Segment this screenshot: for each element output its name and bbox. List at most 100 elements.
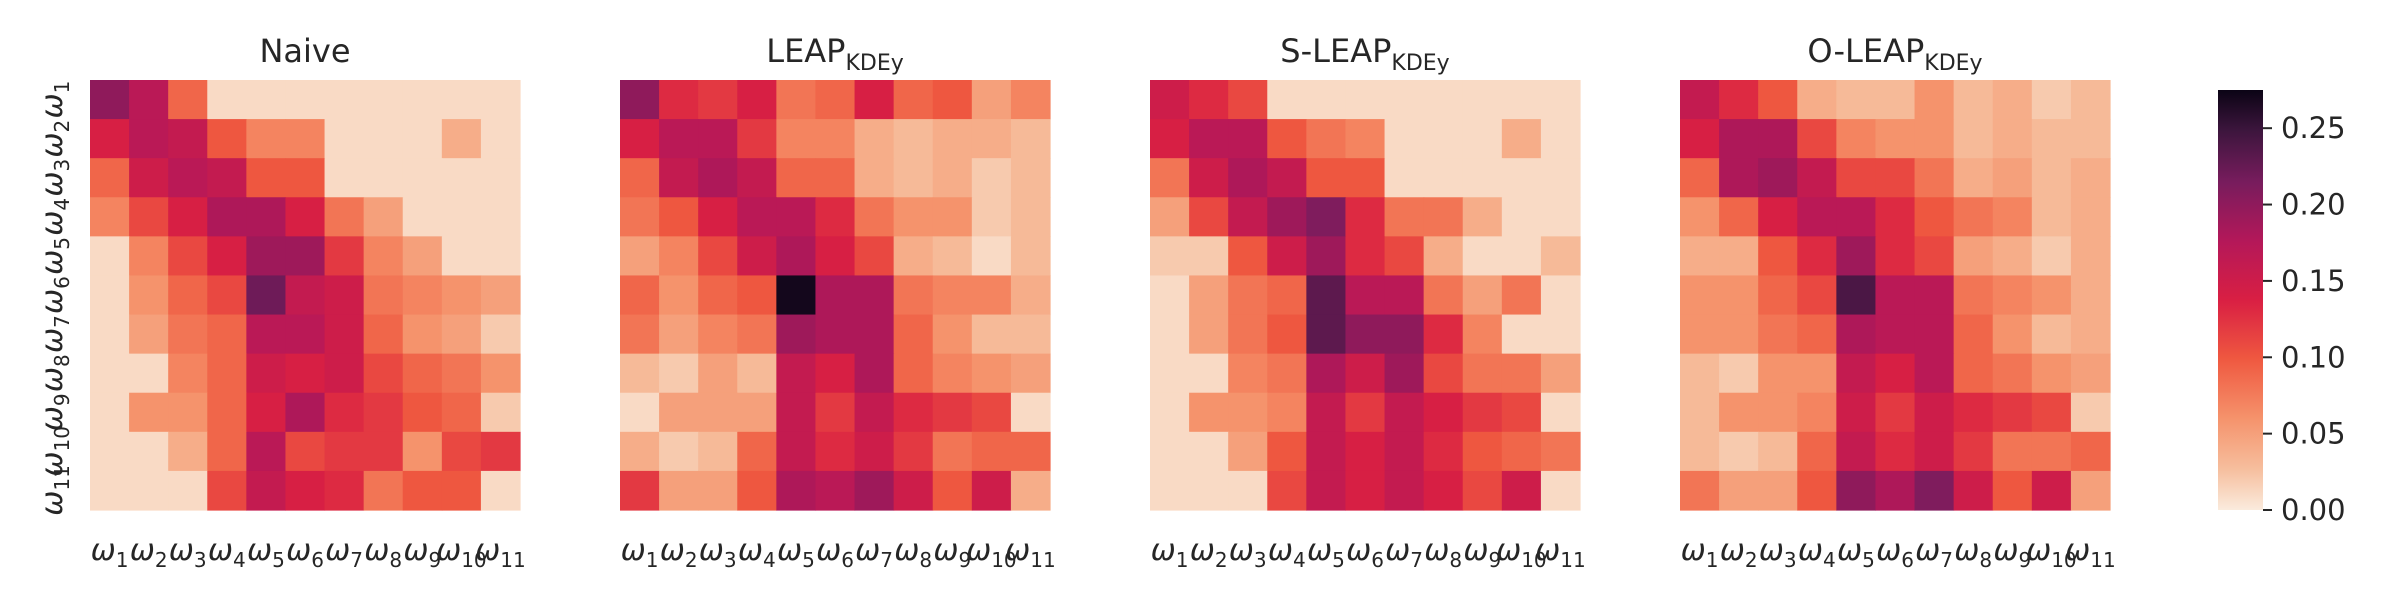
heatmap-cell [168,80,208,120]
heatmap-cell [1953,80,1994,120]
x-tick-label: ω4 [1268,533,1306,572]
heatmap-cell [1010,275,1051,316]
heatmap-cell [698,80,738,120]
heatmap-cell [1540,470,1581,511]
heatmap-cell [246,353,287,394]
heatmap-cell [1384,470,1425,511]
heatmap-cell [1345,431,1386,472]
heatmap-cell [1189,392,1229,433]
heatmap-cell [1189,431,1229,472]
heatmap-cell [402,314,443,355]
heatmap-cell [129,158,169,198]
heatmap-cell [207,353,247,394]
heatmap-cell [1010,392,1051,433]
heatmap-cell [1189,470,1229,511]
heatmap-cell [776,197,817,237]
heatmap-cell [1719,431,1759,472]
heatmap-cell [1228,236,1268,277]
heatmap-cell [893,158,934,198]
heatmap-cell [971,470,1012,511]
heatmap-cell [1992,275,2033,316]
heatmap-cell [2031,353,2072,394]
x-tick-label: ω6 [286,533,324,572]
heatmap-cell [776,158,817,198]
heatmap-cell [1306,314,1347,355]
heatmap-cell [402,275,443,316]
heatmap-cell [1914,236,1955,277]
heatmap-cell [1875,314,1916,355]
heatmap-cell [2070,392,2111,433]
heatmap-cell [1150,80,1190,120]
heatmap-cell [1953,470,1994,511]
heatmap-cell [1150,353,1190,394]
heatmap-cell [971,392,1012,433]
heatmap-cell [1719,119,1759,159]
panel-title: O-LEAPKDEy [1807,32,1982,76]
heatmap-cell [1384,197,1425,237]
heatmap-cell [1540,431,1581,472]
heatmap-cell [1836,470,1877,511]
heatmap-cell [620,314,660,355]
x-tick-label: ω3 [699,533,737,572]
heatmap-cell [1992,470,2033,511]
x-tick-label: ω2 [660,533,698,572]
heatmap-cell [168,431,208,472]
heatmap-cell [659,353,699,394]
heatmap-cell [324,119,365,159]
heatmap-cell [168,314,208,355]
heatmap-cell [1189,158,1229,198]
heatmap-cell [1992,158,2033,198]
x-tick-label: ω2 [130,533,168,572]
heatmap-cell [620,236,660,277]
heatmap-cell [402,158,443,198]
heatmap-cell [2031,236,2072,277]
x-tick-label: ω5 [1307,533,1345,572]
heatmap-cell [1345,392,1386,433]
heatmap-cell [168,275,208,316]
heatmap-cell [1267,158,1307,198]
heatmap-cell [1540,353,1581,394]
heatmap-cell [480,158,521,198]
heatmap-cell [246,275,287,316]
heatmap-cell [893,275,934,316]
heatmap-cell [1680,275,1720,316]
heatmap-cell [1228,392,1268,433]
heatmap-cell [932,119,973,159]
heatmap-cell [402,353,443,394]
x-tick-label: ω9 [403,533,441,572]
heatmap-cell [1267,275,1307,316]
heatmap-cell [1267,197,1307,237]
x-tick-label: ω10 [436,533,487,572]
heatmap-cell [620,80,660,120]
heatmap-cell [90,431,130,472]
heatmap-cell [893,119,934,159]
heatmap-cell [480,236,521,277]
heatmap-cell [285,470,326,511]
colorbar-gradient [2218,90,2263,510]
heatmap-cell [207,431,247,472]
heatmap-cell [441,158,482,198]
heatmap-cell [1150,392,1190,433]
y-tick-label: ω4 [35,198,74,236]
heatmap-cell [402,80,443,120]
heatmap-cell [1501,353,1542,394]
heatmap-cell [1345,470,1386,511]
heatmap-cell [1462,353,1503,394]
x-tick-label: ω4 [208,533,246,572]
heatmap-cell [363,275,404,316]
heatmap-cell [2031,431,2072,472]
heatmap-cell [1680,431,1720,472]
heatmap-cell [1540,197,1581,237]
heatmap-cell [1836,80,1877,120]
heatmap-cell [1914,80,1955,120]
heatmap-cell [90,275,130,316]
x-tick-label: ω6 [1876,533,1914,572]
x-tick-label: ω2 [1720,533,1758,572]
heatmap-cell [1189,314,1229,355]
heatmap-cell [1150,119,1190,159]
heatmap-cell [363,80,404,120]
